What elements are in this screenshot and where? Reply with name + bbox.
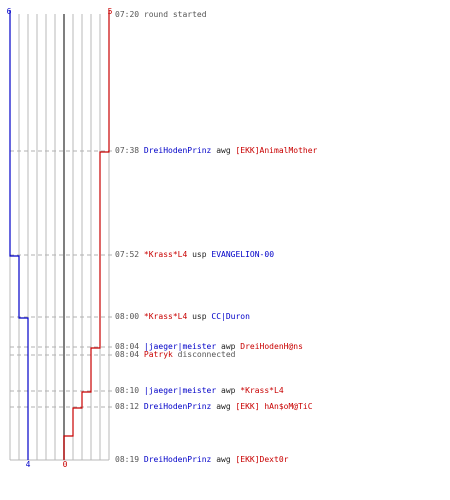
event-actor: DreiHodenPrinz — [143, 455, 212, 464]
event-time: 07:20 — [115, 10, 140, 19]
event-target: CC|Duron — [211, 312, 250, 321]
event-time: 08:00 — [115, 312, 140, 321]
event-action: awp — [221, 386, 236, 395]
event-target: *Krass*L4 — [240, 386, 284, 395]
event-target: EVANGELION-00 — [211, 250, 275, 259]
event-action: awg — [216, 402, 231, 411]
event-target: [EKK]AnimalMother — [235, 146, 318, 155]
blue-start-count: 6 — [7, 7, 12, 16]
event-actor: Patryk — [143, 350, 173, 359]
event-row: 07:52 *Krass*L4 usp EVANGELION-00 — [115, 250, 274, 260]
event-row: 08:00 *Krass*L4 usp CC|Duron — [115, 312, 250, 322]
blue-team-line — [9, 10, 29, 460]
event-action: disconnected — [177, 350, 236, 359]
red-start-count: 5 — [108, 7, 113, 16]
event-row: 07:20 round started — [115, 10, 207, 20]
event-actor: DreiHodenPrinz — [143, 146, 212, 155]
red-team-line — [63, 10, 110, 460]
event-action: awg — [216, 146, 231, 155]
event-time: 08:10 — [115, 386, 140, 395]
event-actor: |jaeger|meister — [143, 342, 217, 351]
blue-end-count: 4 — [26, 460, 31, 469]
event-action: round started — [143, 10, 207, 19]
event-row: 08:12 DreiHodenPrinz awg [EKK] hAn$oM@Ti… — [115, 402, 313, 412]
event-time: 08:19 — [115, 455, 140, 464]
event-time: 08:04 — [115, 350, 140, 359]
event-time: 08:12 — [115, 402, 140, 411]
event-row: 08:19 DreiHodenPrinz awg [EKK]Dext0r — [115, 455, 288, 465]
red-end-count: 0 — [63, 460, 68, 469]
event-time: 07:52 — [115, 250, 140, 259]
event-actor: |jaeger|meister — [143, 386, 217, 395]
event-action: usp — [192, 312, 207, 321]
event-target: DreiHodenH@ns — [240, 342, 303, 351]
event-actor: *Krass*L4 — [143, 312, 188, 321]
event-action: usp — [192, 250, 207, 259]
event-target: [EKK]Dext0r — [235, 455, 289, 464]
event-time: 07:38 — [115, 146, 140, 155]
event-row: 08:04 |jaeger|meister awp DreiHodenH@ns — [115, 342, 303, 352]
event-actor: *Krass*L4 — [143, 250, 188, 259]
event-action: awg — [216, 455, 231, 464]
event-target: [EKK] hAn$oM@TiC — [235, 402, 313, 411]
event-action: awp — [221, 342, 236, 351]
event-actor: DreiHodenPrinz — [143, 402, 212, 411]
event-time: 08:04 — [115, 342, 140, 351]
event-row: 07:38 DreiHodenPrinz awg [EKK]AnimalMoth… — [115, 146, 317, 156]
event-row: 08:04 Patryk disconnected — [115, 350, 235, 360]
event-row: 08:10 |jaeger|meister awp *Krass*L4 — [115, 386, 284, 396]
